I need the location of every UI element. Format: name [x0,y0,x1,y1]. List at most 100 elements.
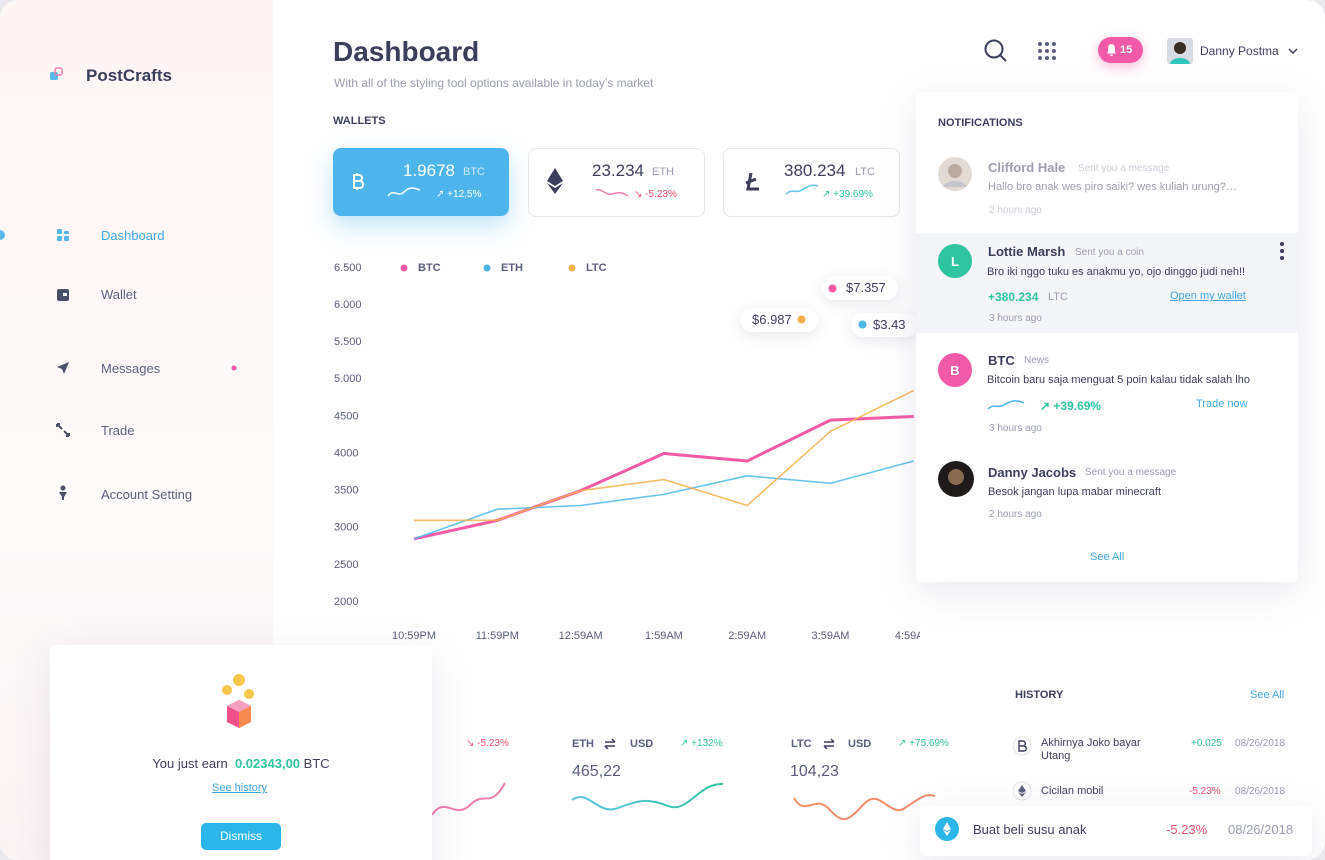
notification-badge[interactable] [1098,37,1143,63]
link[interactable]: Open my wallet [1170,290,1246,302]
nav-icon [57,289,69,301]
nav-icon [59,485,67,500]
apps-icon[interactable] [1037,41,1057,61]
sparkline [571,782,724,811]
user-name[interactable]: Danny Postma [1200,44,1279,58]
pair-from: ETH [572,738,594,750]
nav-item[interactable]: Wallet [101,287,137,302]
y-tick-label: 3500 [334,485,358,497]
x-tick-label: 4:59AM [895,630,920,642]
nav-icon [56,423,70,437]
pair-value: 104,23 [790,763,839,780]
more-icon[interactable] [1279,241,1285,261]
avatar-letter: B [950,363,960,378]
nav-item[interactable]: Account Setting [101,487,193,502]
notification-item[interactable]: Clifford Hale Sent you a message Hallo b… [916,150,1298,230]
coin-icon [1012,736,1032,756]
earn-text: You just earn 0.02343,00 BTC [50,756,432,771]
swap-icon [823,738,835,750]
pair-change: ↗ +75.69% [898,738,949,749]
y-tick-label: 2000 [334,596,358,608]
sender: BTC [988,353,1015,368]
wallet-symbol: LTC [855,166,875,178]
search-icon[interactable] [983,38,1009,64]
reward-icon [222,674,254,728]
change: ↗ +39.69% [1040,399,1102,413]
avatar [938,461,974,497]
legend-marker [400,264,408,272]
history-amount: -5.23% [1166,822,1208,837]
sparkline [793,794,936,821]
chevron [1288,48,1298,54]
link[interactable]: Trade now [1196,398,1248,410]
sparkline [387,187,421,197]
wallet-card[interactable] [723,148,900,217]
nav-item[interactable]: Messages [101,361,161,376]
series-line [414,389,915,522]
wallet-amount: 1.9678 [403,161,455,180]
nav-icon [57,362,69,374]
earn-amount: 0.02343,00 [234,756,301,771]
time: 2 hours ago [989,509,1042,520]
x-tick-label: 12:59AM [559,630,603,642]
price-callout: $7.357 [822,276,898,300]
earn-label: You just earn [152,756,228,771]
avatar [938,157,972,191]
wallet-change: ↗ +39.69% [822,189,873,200]
legend-label: ETH [501,262,523,274]
pair-to: USD [848,738,872,750]
page-subtitle: With all of the styling tool options ava… [334,76,654,90]
wallet-change: ↘ -5.23% [634,189,677,200]
y-tick-label: 5.000 [334,373,362,385]
earn-symbol: BTC [303,756,330,771]
action: Sent you a coin [1075,247,1144,258]
ltc-icon [745,172,759,191]
history-row-highlight[interactable] [920,806,1312,856]
see-all-link[interactable]: See All [1250,689,1285,701]
section-title: WALLETS [333,115,386,127]
eth-icon [547,168,563,194]
coin-icon [935,817,959,841]
wallet-amount: 23.234 [592,161,644,180]
sparkline [785,184,819,195]
notification-item[interactable]: Danny Jacobs Sent you a message Besok ja… [916,455,1298,535]
pair-value: 465,22 [572,763,621,780]
x-tick-label: 3:59AM [812,630,850,642]
nav-item[interactable]: Dashboard [101,228,165,243]
notification-item[interactable]: L Lottie Marsh Sent you a coin Bro iki n… [916,233,1298,333]
wallet-change: ↗ +12,5% [436,189,482,200]
sender: Lottie Marsh [988,244,1066,259]
see-all-link[interactable]: See All [1090,551,1125,563]
pair-to: USD [630,738,654,750]
notification-item[interactable]: B BTC News Bitcoin baru saja menguat 5 p… [916,345,1298,445]
message: Hallo bro anak wes piro saiki? wes kulia… [988,181,1237,193]
user-avatar[interactable] [1167,38,1193,64]
legend-marker [483,264,491,272]
sender: Clifford Hale [988,160,1066,175]
x-tick-label: 1:59AM [645,630,683,642]
legend-marker [568,264,576,272]
panel-title: NOTIFICATIONS [938,117,1023,129]
unread-dot [231,365,237,371]
action: Sent you a message [1085,467,1177,478]
history-text: Akhirnya Joko bayar Utang [1041,737,1141,762]
pair-from: LTC [791,738,812,750]
nav-item[interactable]: Trade [101,423,135,438]
action: Sent you a message [1078,163,1170,174]
wallet-symbol: ETH [652,166,674,178]
nav-indicator [0,230,5,240]
brand: PostCrafts [86,66,172,85]
y-tick-label: 6.000 [334,299,362,311]
avatar-letter: L [951,254,959,269]
sparkline [431,782,506,816]
history-text: Buat beli susu anak [973,822,1087,837]
x-tick-label: 10:59PM [392,630,436,642]
history-link[interactable]: See history [212,782,268,794]
dismiss-button[interactable]: Dismiss [201,823,281,850]
bell-icon [1106,44,1117,56]
avatar [938,353,972,387]
pair-change: ↗ +132% [680,738,723,749]
y-tick-label: 4500 [334,410,358,422]
section-title: HISTORY [1015,689,1064,701]
